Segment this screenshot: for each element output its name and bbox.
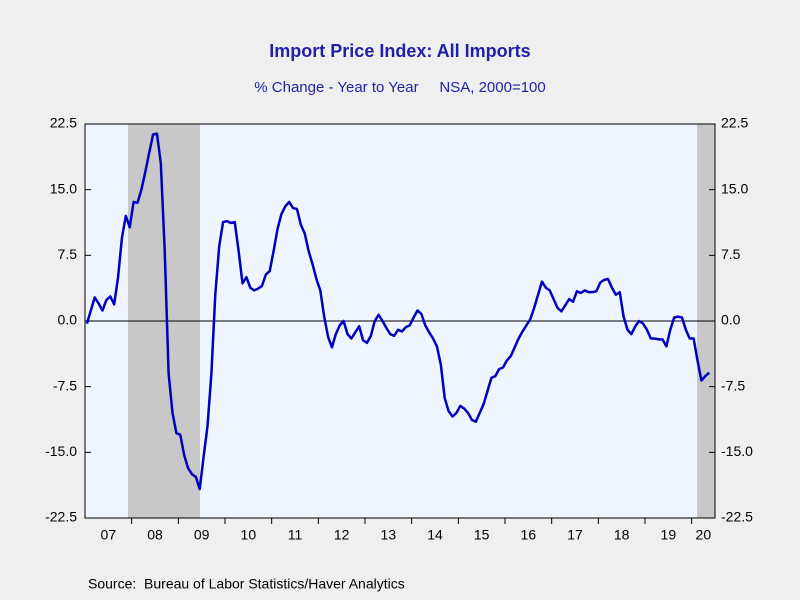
plot-frame	[84, 123, 716, 519]
x-tick-label: 08	[147, 527, 163, 543]
y2-tick-label: 7.5	[721, 246, 741, 262]
y-tick-label: 0.0	[58, 312, 78, 328]
source-note: Source: Bureau of Labor Statistics/Haver…	[88, 576, 405, 592]
y-tick-label: 22.5	[50, 115, 77, 131]
x-tick-label: 10	[241, 527, 257, 543]
x-tick-label: 11	[288, 527, 303, 543]
data-line	[85, 132, 711, 491]
x-tick-label: 15	[474, 527, 490, 543]
y2-tick-label: -22.5	[721, 509, 753, 525]
y-tick-label: -15.0	[45, 443, 77, 459]
y2-tick-label: -15.0	[721, 443, 753, 459]
x-tick-label: 12	[334, 527, 350, 543]
x-tick-label: 19	[661, 527, 677, 543]
x-tick-label: 07	[101, 527, 117, 543]
x-tick-label: 14	[427, 527, 443, 543]
chart-subtitle: % Change - Year to Year NSA, 2000=100	[254, 79, 545, 96]
x-tick-label: 17	[567, 527, 583, 543]
x-tick-label: 16	[521, 527, 537, 543]
y2-tick-label: 22.5	[721, 115, 748, 131]
y-tick-label: -22.5	[45, 509, 77, 525]
y2-tick-label: -7.5	[721, 377, 745, 393]
x-tick-label: 20	[696, 527, 712, 543]
y-tick-label: 7.5	[58, 246, 78, 262]
y2-tick-label: 15.0	[721, 180, 748, 196]
x-tick-label: 18	[614, 527, 630, 543]
chart-title: Import Price Index: All Imports	[269, 41, 530, 61]
x-tick-label: 09	[194, 527, 210, 543]
y-tick-label: 15.0	[50, 180, 77, 196]
x-tick-label: 13	[381, 527, 397, 543]
plot: 22.5 22.5 15.0 15.0 -7.5 -7.5 0.0 0.0 7.5 7.5 -15.…	[45, 115, 753, 543]
y2-tick-label: 0.0	[721, 312, 741, 328]
y-tick-label: -7.5	[53, 377, 77, 393]
